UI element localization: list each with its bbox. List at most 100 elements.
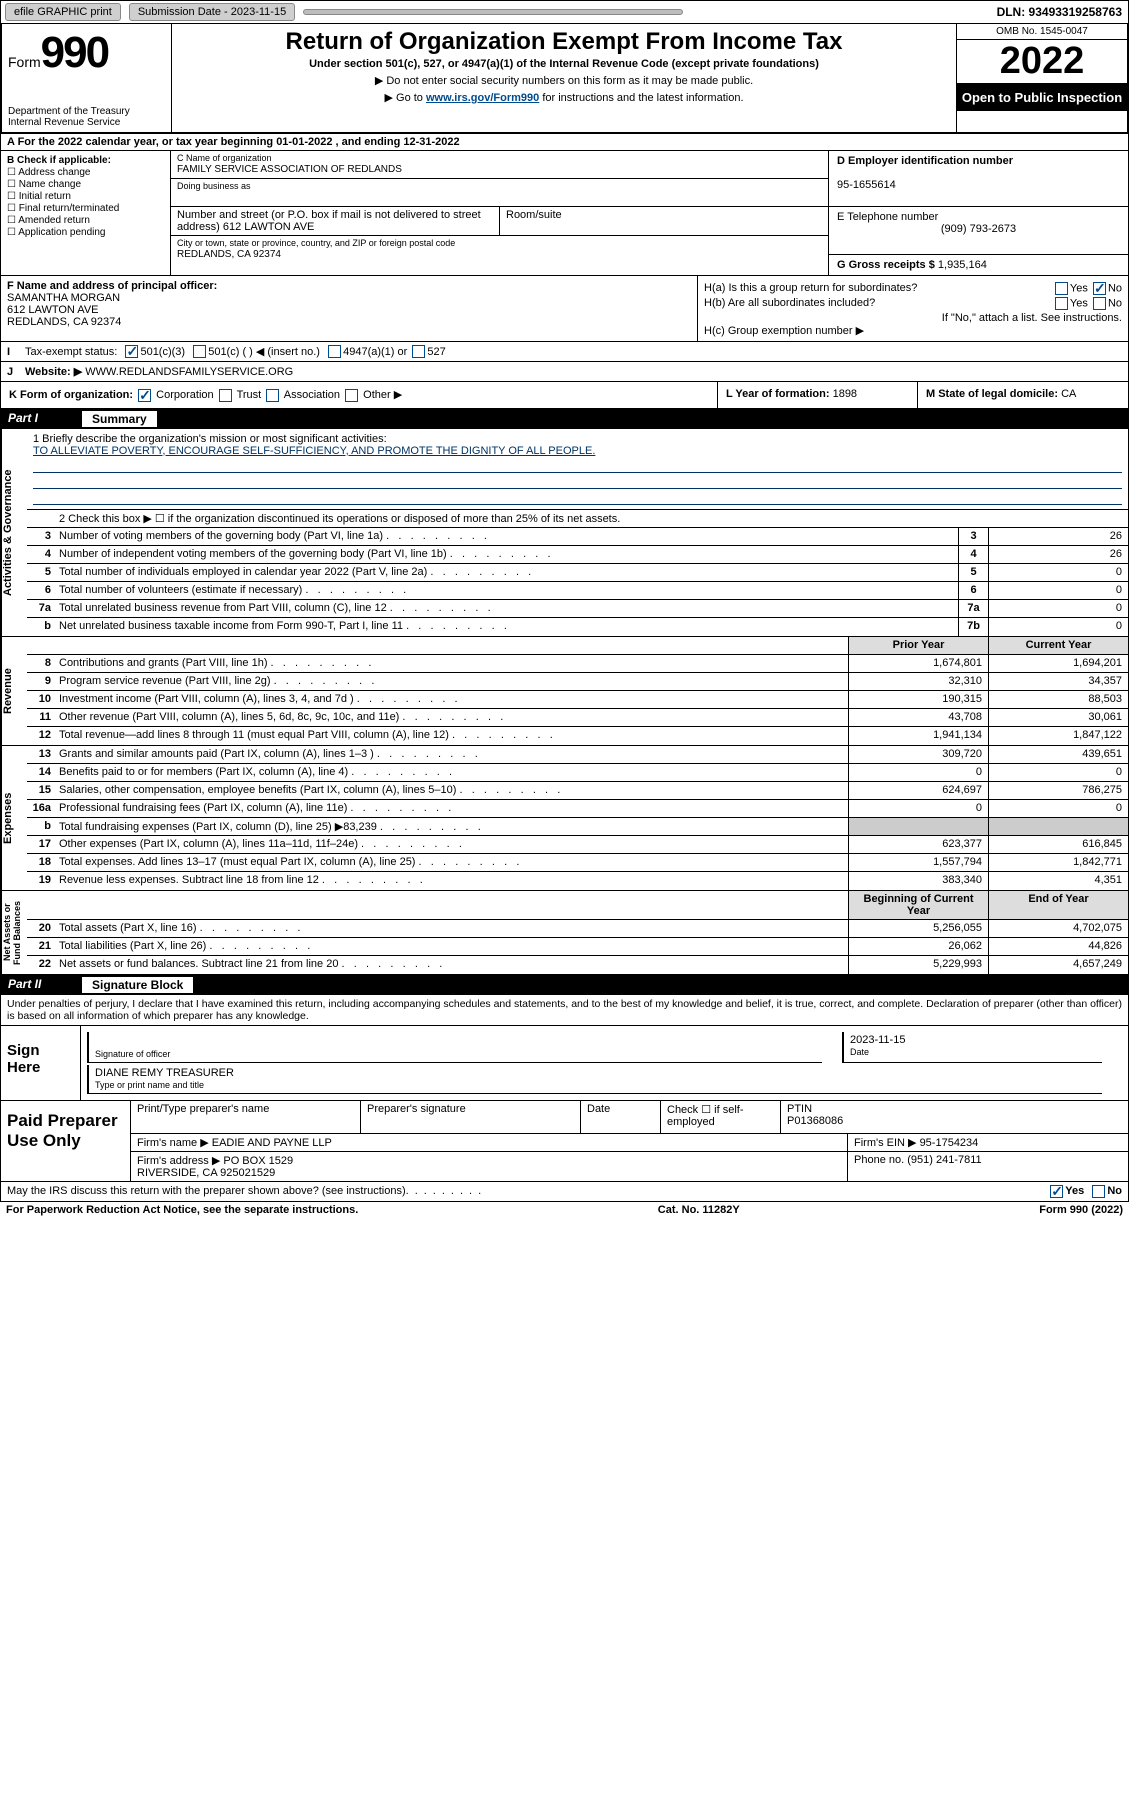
perjury-declaration: Under penalties of perjury, I declare th… (0, 995, 1129, 1026)
mission-prompt: 1 Briefly describe the organization's mi… (33, 433, 1122, 445)
m-label: M State of legal domicile: (926, 388, 1058, 400)
open-inspection: Open to Public Inspection (957, 84, 1127, 111)
phone-label: E Telephone number (837, 211, 938, 223)
table-row: 10Investment income (Part VIII, column (… (27, 691, 1128, 709)
firm-addr-label: Firm's address ▶ (137, 1155, 220, 1167)
part2-title: Signature Block (82, 977, 193, 993)
hb-no[interactable] (1093, 297, 1106, 310)
firm-phone: (951) 241-7811 (907, 1154, 981, 1166)
row-klm: K Form of organization: Corporation Trus… (0, 382, 1129, 409)
table-row: 16aProfessional fundraising fees (Part I… (27, 800, 1128, 818)
form-title: Return of Organization Exempt From Incom… (180, 28, 948, 56)
suite-label: Room/suite (506, 209, 562, 221)
city-value: REDLANDS, CA 92374 (177, 249, 281, 260)
officer-signature[interactable]: Signature of officer (87, 1032, 822, 1063)
paid-preparer-label: Paid Preparer Use Only (1, 1101, 131, 1181)
chk-4947[interactable] (328, 345, 341, 358)
street-address: 612 LAWTON AVE (223, 221, 315, 233)
table-row: bNet unrelated business taxable income f… (27, 618, 1128, 636)
sign-block: Sign Here Signature of officer 2023-11-1… (0, 1026, 1129, 1101)
row-a: A For the 2022 calendar year, or tax yea… (0, 134, 1129, 151)
hc-label: H(c) Group exemption number ▶ (704, 324, 1122, 337)
m-value: CA (1061, 388, 1076, 400)
summary-netassets: Net Assets or Fund Balances Beginning of… (0, 891, 1129, 975)
prep-date-hdr: Date (587, 1103, 610, 1115)
part1-header: Part I Summary (0, 409, 1129, 429)
firm-phone-label: Phone no. (854, 1154, 904, 1166)
tax-status-label: Tax-exempt status: (25, 346, 117, 358)
phone-value: (909) 793-2673 (837, 223, 1120, 235)
ha-yes[interactable] (1055, 282, 1068, 295)
dept-label: Department of the Treasury Internal Reve… (8, 106, 165, 128)
table-row: 9Program service revenue (Part VIII, lin… (27, 673, 1128, 691)
hb-label: H(b) Are all subordinates included? (704, 297, 875, 310)
chk-amended-return[interactable]: ☐ Amended return (7, 215, 164, 226)
chk-address-change[interactable]: ☐ Address change (7, 167, 164, 178)
firm-name: EADIE AND PAYNE LLP (212, 1137, 332, 1149)
hb-note: If "No," attach a list. See instructions… (704, 312, 1122, 324)
chk-527[interactable] (412, 345, 425, 358)
chk-assoc[interactable] (266, 389, 279, 402)
ein-label: D Employer identification number (837, 155, 1013, 167)
cat-no: Cat. No. 11282Y (658, 1204, 740, 1216)
hdr-begin: Beginning of Current Year (848, 891, 988, 919)
dba-label: Doing business as (177, 181, 822, 191)
table-row: 15Salaries, other compensation, employee… (27, 782, 1128, 800)
discuss-yes[interactable] (1050, 1185, 1063, 1198)
table-row: 20Total assets (Part X, line 16)5,256,05… (27, 920, 1128, 938)
table-row: 4Number of independent voting members of… (27, 546, 1128, 564)
chk-501c-other[interactable] (193, 345, 206, 358)
hdr-end: End of Year (988, 891, 1128, 919)
officer-label: F Name and address of principal officer: (7, 280, 217, 292)
form-word: Form (8, 54, 41, 70)
ha-no[interactable] (1093, 282, 1106, 295)
vtab-governance: Activities & Governance (1, 429, 27, 636)
self-employed-check[interactable]: Check ☐ if self-employed (667, 1104, 744, 1128)
chk-other[interactable] (345, 389, 358, 402)
org-name-label: C Name of organization (177, 153, 822, 163)
submission-date-button[interactable]: Submission Date - 2023-11-15 (129, 3, 295, 21)
l-value: 1898 (833, 388, 857, 400)
efile-print-button[interactable]: efile GRAPHIC print (5, 3, 121, 21)
firm-name-label: Firm's name ▶ (137, 1137, 209, 1149)
vtab-revenue: Revenue (1, 637, 27, 745)
part2-header: Part II Signature Block (0, 975, 1129, 995)
table-row: 18Total expenses. Add lines 13–17 (must … (27, 854, 1128, 872)
summary-governance: Activities & Governance 1 Briefly descri… (0, 429, 1129, 637)
vtab-netassets: Net Assets or Fund Balances (1, 891, 27, 974)
chk-final-return[interactable]: ☐ Final return/terminated (7, 203, 164, 214)
dln-text: DLN: 93493319258763 (997, 5, 1128, 19)
chk-initial-return[interactable]: ☐ Initial return (7, 191, 164, 202)
irs-link[interactable]: www.irs.gov/Form990 (426, 92, 539, 104)
sign-date: 2023-11-15 Date (842, 1032, 1102, 1063)
row-i: I Tax-exempt status: 501(c)(3) 501(c) ( … (0, 342, 1129, 362)
box-deg: D Employer identification number 95-1655… (828, 151, 1128, 275)
mission-text: TO ALLEVIATE POVERTY, ENCOURAGE SELF-SUF… (33, 445, 1122, 457)
table-row: 12Total revenue—add lines 8 through 11 (… (27, 727, 1128, 745)
chk-501c3[interactable] (125, 345, 138, 358)
box-b: B Check if applicable: ☐ Address change … (1, 151, 171, 275)
blank-bar (303, 9, 683, 15)
city-label: City or town, state or province, country… (177, 238, 822, 248)
table-row: 8Contributions and grants (Part VIII, li… (27, 655, 1128, 673)
table-row: 5Total number of individuals employed in… (27, 564, 1128, 582)
summary-revenue: Revenue Prior Year Current Year 8Contrib… (0, 637, 1129, 746)
vtab-expenses: Expenses (1, 746, 27, 890)
website-value: WWW.REDLANDSFAMILYSERVICE.ORG (85, 366, 293, 378)
hb-yes[interactable] (1055, 297, 1068, 310)
chk-application-pending[interactable]: ☐ Application pending (7, 227, 164, 238)
chk-name-change[interactable]: ☐ Name change (7, 179, 164, 190)
table-row: 14Benefits paid to or for members (Part … (27, 764, 1128, 782)
table-row: 6Total number of volunteers (estimate if… (27, 582, 1128, 600)
sign-here-label: Sign Here (1, 1026, 81, 1100)
discuss-no[interactable] (1092, 1185, 1105, 1198)
goto-pre: ▶ Go to (385, 92, 426, 104)
officer-addr: 612 LAWTON AVE REDLANDS, CA 92374 (7, 304, 121, 328)
discuss-row: May the IRS discuss this return with the… (0, 1182, 1129, 1202)
part1-title: Summary (82, 411, 157, 427)
prep-sig-hdr: Preparer's signature (367, 1103, 466, 1115)
box-c: C Name of organization FAMILY SERVICE AS… (171, 151, 828, 275)
gross-label: G Gross receipts $ (837, 259, 935, 271)
chk-trust[interactable] (219, 389, 232, 402)
chk-corp[interactable] (138, 389, 151, 402)
